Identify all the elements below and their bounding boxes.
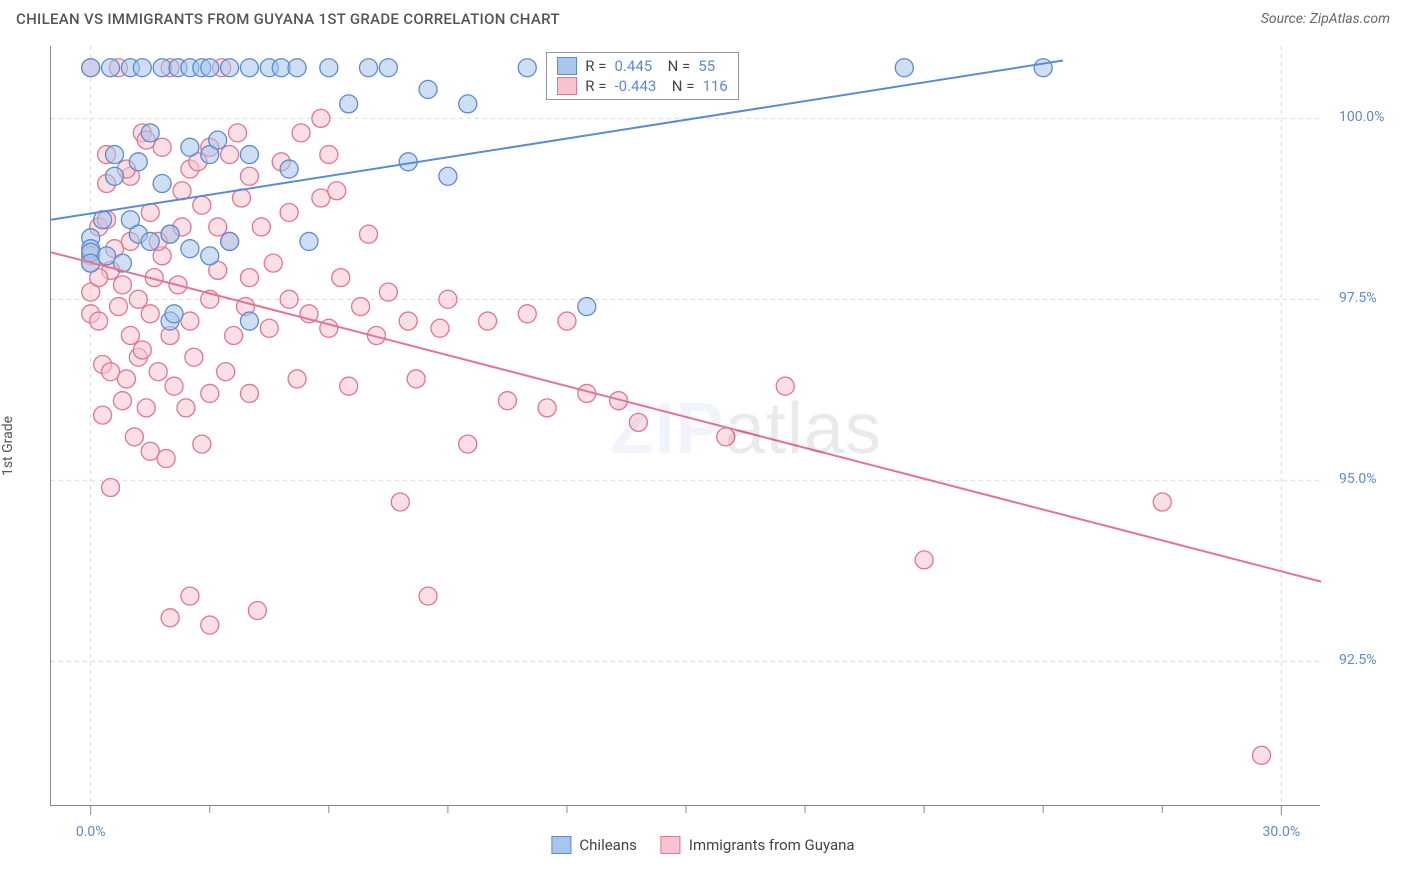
legend-r-value: -0.443 xyxy=(615,77,657,95)
legend-r-value: 0.445 xyxy=(615,57,653,75)
legend-swatch-icon xyxy=(551,836,571,854)
y-tick-label: 100.0% xyxy=(1339,109,1384,125)
y-tick-label: 97.5% xyxy=(1339,290,1377,306)
legend-n-label: N = xyxy=(660,57,690,75)
legend-swatch-icon xyxy=(557,57,577,75)
correlation-legend-row: R = 0.445 N = 55 xyxy=(557,57,727,75)
correlation-legend: R = 0.445 N = 55 R = -0.443 N = 116 xyxy=(546,52,738,100)
chart-title: CHILEAN VS IMMIGRANTS FROM GUYANA 1ST GR… xyxy=(16,10,560,28)
legend-swatch-icon xyxy=(661,836,681,854)
legend-n-label: N = xyxy=(664,77,694,95)
correlation-legend-row: R = -0.443 N = 116 xyxy=(557,77,727,95)
series-legend-item: Chileans xyxy=(551,836,636,854)
series-legend: Chileans Immigrants from Guyana xyxy=(551,836,854,854)
x-tick-label: 0.0% xyxy=(76,824,106,840)
legend-r-label: R = xyxy=(585,77,606,95)
series-legend-label: Chileans xyxy=(579,836,636,854)
plot-area: ZIPatlas R = 0.445 N = 55 R = -0.443 N =… xyxy=(50,46,1320,806)
source-attribution: Source: ZipAtlas.com xyxy=(1261,11,1390,27)
legend-r-label: R = xyxy=(585,57,606,75)
scatter-chart-svg xyxy=(51,46,1321,806)
series-legend-item: Immigrants from Guyana xyxy=(661,836,855,854)
x-tick-label: 30.0% xyxy=(1263,824,1301,840)
title-bar: CHILEAN VS IMMIGRANTS FROM GUYANA 1ST GR… xyxy=(0,0,1406,36)
legend-n-value: 116 xyxy=(702,77,727,95)
legend-n-value: 55 xyxy=(698,57,715,75)
chart-container: 1st Grade ZIPatlas R = 0.445 N = 55 R = … xyxy=(0,36,1406,856)
y-tick-label: 92.5% xyxy=(1339,652,1377,668)
y-axis-label: 1st Grade xyxy=(0,416,16,476)
legend-swatch-icon xyxy=(557,77,577,95)
y-tick-label: 95.0% xyxy=(1339,471,1377,487)
series-legend-label: Immigrants from Guyana xyxy=(689,836,855,854)
